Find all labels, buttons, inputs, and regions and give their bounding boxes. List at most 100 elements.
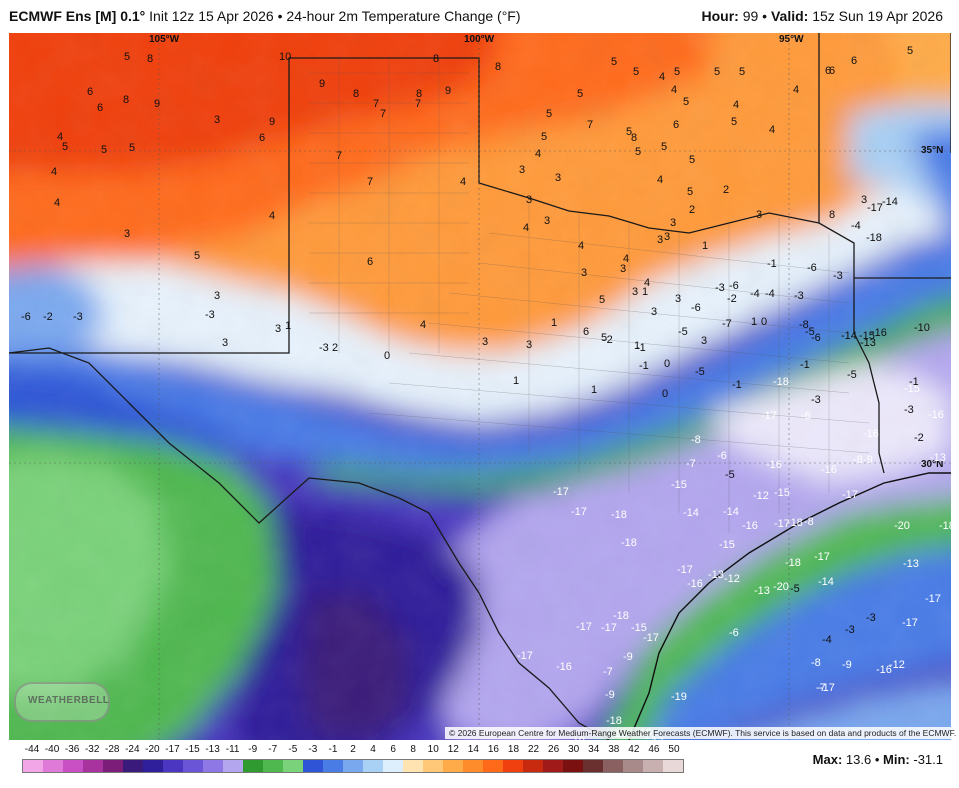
- colorbar-swatch: [263, 760, 283, 772]
- colorbar-swatch: [223, 760, 243, 772]
- temperature-change-value: 4: [657, 174, 663, 186]
- temperature-change-value: 5: [101, 144, 107, 156]
- title-separator: •: [277, 8, 287, 24]
- temperature-change-value: 5: [635, 146, 641, 158]
- temperature-change-value: 5: [62, 141, 68, 153]
- temperature-change-value: -14: [841, 330, 857, 342]
- temperature-change-value: 7: [373, 98, 379, 110]
- temperature-change-value: 3: [675, 293, 681, 305]
- temperature-change-value: -9: [605, 689, 615, 701]
- temperature-change-value: 1: [285, 320, 291, 332]
- colorbar-label: -13: [205, 744, 220, 755]
- lat-label-35n: 35°N: [921, 145, 943, 156]
- temperature-change-value: 5: [577, 88, 583, 100]
- temperature-change-value: 7: [380, 108, 386, 120]
- temperature-change-value: -2: [603, 334, 613, 346]
- colorbar-swatch: [283, 760, 303, 772]
- temperature-change-value: -16: [766, 459, 782, 471]
- temperature-change-value: -18: [611, 509, 627, 521]
- temperature-change-value: 4: [671, 84, 677, 96]
- temperature-change-value: -2: [43, 311, 53, 323]
- temperature-change-value: -6: [21, 311, 31, 323]
- temperature-change-value: 5: [689, 154, 695, 166]
- colorbar-label: 16: [487, 744, 499, 755]
- temperature-change-value: -15: [904, 383, 920, 395]
- temperature-change-value: -8: [799, 319, 809, 331]
- temperature-change-value: -14: [882, 196, 898, 208]
- temperature-change-value: 4: [644, 277, 650, 289]
- colorbar-label: 38: [608, 744, 620, 755]
- colorbar-swatch: [363, 760, 383, 772]
- hour-label: Hour:: [701, 8, 739, 24]
- temperature-change-value: -16: [742, 520, 758, 532]
- colorbar-swatch: [63, 760, 83, 772]
- temperature-change-value: -20: [894, 520, 910, 532]
- temperature-change-value: 1: [551, 317, 557, 329]
- colorbar-swatch: [523, 760, 543, 772]
- temperature-change-value: 5: [687, 186, 693, 198]
- temperature-change-value: -3: [205, 309, 215, 321]
- colorbar-swatch: [183, 760, 203, 772]
- colorbar-label: 12: [447, 744, 459, 755]
- max-label: Max:: [812, 752, 843, 767]
- temperature-change-value: 5: [599, 294, 605, 306]
- temperature-change-value: 2: [332, 342, 338, 354]
- temperature-change-value: -1: [639, 360, 649, 372]
- colorbar-label: 18: [507, 744, 520, 755]
- colorbar-label: -32: [84, 744, 100, 755]
- colorbar-label: 6: [390, 744, 396, 755]
- temperature-change-value: 4: [420, 319, 426, 331]
- colorbar-swatch: [623, 760, 643, 772]
- temperature-change-value: -20: [773, 581, 789, 593]
- colorbar-swatch: [583, 760, 603, 772]
- colorbar-label: 10: [427, 744, 439, 755]
- colorbar-label: -15: [185, 744, 200, 755]
- temperature-change-value: -6: [717, 450, 727, 462]
- colorbar-swatch: [563, 760, 583, 772]
- temperature-change-value: 8: [416, 88, 422, 100]
- colorbar-label: -3: [308, 744, 318, 755]
- colorbar-label: 4: [370, 744, 376, 755]
- temperature-change-value: 5: [541, 131, 547, 143]
- temperature-change-value: -1: [909, 376, 919, 388]
- hour-value: 99: [742, 8, 759, 24]
- temperature-change-value: 5: [731, 116, 737, 128]
- temperature-change-value: 3: [581, 267, 587, 279]
- temperature-change-value: -19: [671, 691, 687, 703]
- state-borders: [9, 33, 951, 740]
- valid-value: 15z Sun 19 Apr 2026: [812, 8, 943, 24]
- colorbar-label: -28: [105, 744, 120, 755]
- temperature-change-value: 8: [353, 88, 359, 100]
- temperature-change-value: 1: [591, 384, 597, 396]
- colorbar-label: -44: [24, 744, 40, 755]
- temperature-change-value: -14: [683, 507, 699, 519]
- colorbar-label: 2: [350, 744, 356, 755]
- temperature-change-value: 4: [535, 148, 541, 160]
- temperature-change-value: 3: [620, 263, 626, 275]
- lat-label-30n: 30°N: [921, 459, 943, 470]
- temperature-change-value: 5: [626, 126, 632, 138]
- temperature-change-value: 0: [761, 316, 767, 328]
- temperature-change-value: -4: [851, 220, 861, 232]
- temperature-change-value: 1: [702, 240, 708, 252]
- temperature-change-value: -7: [603, 666, 613, 678]
- temperature-change-value: 8: [495, 61, 501, 73]
- temperature-change-value: -16: [634, 739, 650, 740]
- temperature-change-value: -4: [765, 288, 775, 300]
- temperature-change-value: -5: [678, 326, 688, 338]
- temperature-change-value: -17: [601, 622, 617, 634]
- lon-label-95w: 95°W: [779, 34, 804, 45]
- colorbar-label: -1: [328, 744, 338, 755]
- temperature-change-value: -17: [774, 518, 790, 530]
- min-value: -31.1: [913, 752, 943, 767]
- temperature-change-value: -13: [930, 452, 946, 464]
- temperature-change-value: -6: [729, 627, 739, 639]
- weatherbell-logo: WEATHERBELL: [14, 682, 110, 722]
- temperature-change-value: -4: [822, 634, 832, 646]
- temperature-change-value: -8: [811, 657, 821, 669]
- colorbar-label: 14: [467, 744, 479, 755]
- temperature-change-value: 4: [54, 197, 60, 209]
- temperature-change-value: -1: [767, 258, 777, 270]
- temperature-change-value: -3: [845, 624, 855, 636]
- temperature-change-value: 4: [51, 166, 57, 178]
